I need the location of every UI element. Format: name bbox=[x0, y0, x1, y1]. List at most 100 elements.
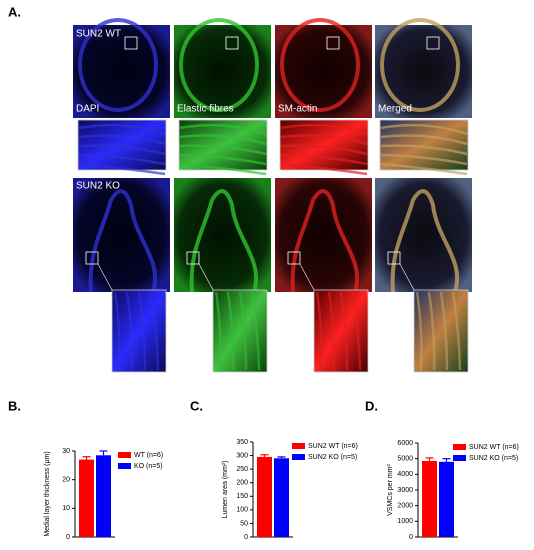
fibre bbox=[280, 162, 368, 176]
vessel-wall bbox=[380, 18, 460, 112]
fibre bbox=[78, 123, 166, 136]
image-label: SUN2 KO bbox=[76, 181, 120, 192]
fibre bbox=[179, 144, 267, 156]
roi-box bbox=[426, 36, 440, 50]
legend-swatch bbox=[292, 454, 305, 460]
legend-label: KO (n=5) bbox=[134, 463, 163, 470]
y-tick-label: 300 bbox=[236, 452, 248, 459]
micrographs bbox=[73, 18, 472, 373]
fibre bbox=[149, 291, 160, 371]
legend-swatch bbox=[292, 443, 305, 449]
zoom-line bbox=[299, 263, 315, 291]
legend-swatch bbox=[453, 444, 466, 450]
y-tick-label: 4000 bbox=[397, 471, 413, 478]
fibre bbox=[125, 291, 134, 371]
bar bbox=[274, 458, 289, 537]
y-tick-label: 3000 bbox=[397, 487, 413, 494]
legend-swatch bbox=[118, 463, 131, 469]
fibre bbox=[380, 134, 468, 146]
fibre bbox=[280, 144, 368, 156]
vessel-wall bbox=[179, 18, 259, 112]
image-label: Elastic fibres bbox=[177, 104, 234, 115]
y-tick-label: 2000 bbox=[397, 503, 413, 510]
y-axis-label: Medial layer thickness (µm) bbox=[44, 451, 51, 536]
fibre bbox=[226, 291, 235, 371]
fibre bbox=[280, 123, 368, 136]
fibre bbox=[78, 153, 166, 166]
fibre bbox=[179, 123, 267, 136]
fibre bbox=[250, 291, 261, 371]
legend-label: SUN2 KO (n=5) bbox=[308, 454, 357, 461]
y-axis-label: Lumen area (mm²) bbox=[222, 461, 229, 519]
fibre bbox=[415, 291, 423, 371]
fibre bbox=[78, 162, 166, 176]
panel-label: B. bbox=[8, 398, 21, 413]
y-tick-label: 6000 bbox=[397, 440, 413, 447]
y-tick-label: 50 bbox=[240, 520, 248, 527]
bar bbox=[79, 459, 94, 537]
y-tick-label: 30 bbox=[62, 448, 70, 455]
y-tick-label: 0 bbox=[409, 534, 413, 541]
zoom-line bbox=[399, 263, 415, 291]
y-axis-label: VSMCs per mm² bbox=[387, 463, 394, 515]
roi-box bbox=[287, 251, 301, 265]
fibre bbox=[78, 144, 166, 156]
image-label: SUN2 WT bbox=[76, 29, 121, 40]
fibre bbox=[78, 134, 166, 146]
zoom-line bbox=[198, 263, 214, 291]
vessel-wall bbox=[390, 189, 460, 293]
fibre bbox=[380, 123, 468, 136]
vessel-wall bbox=[88, 189, 158, 293]
fibre bbox=[280, 153, 368, 166]
y-tick-label: 10 bbox=[62, 505, 70, 512]
legend-swatch bbox=[118, 452, 131, 458]
vessel-wall bbox=[290, 189, 360, 293]
fibre bbox=[451, 291, 462, 371]
y-tick-label: 0 bbox=[244, 534, 248, 541]
panel-label: D. bbox=[365, 398, 378, 413]
y-tick-label: 5000 bbox=[397, 456, 413, 463]
fibre bbox=[137, 291, 147, 371]
legend-swatch bbox=[453, 455, 466, 461]
bar bbox=[257, 456, 272, 537]
fibre bbox=[351, 291, 362, 371]
fibre bbox=[280, 134, 368, 146]
image-label: Merged bbox=[378, 104, 412, 115]
bar bbox=[422, 461, 437, 537]
fibre bbox=[179, 134, 267, 146]
image-label: DAPI bbox=[76, 104, 99, 115]
y-tick-label: 350 bbox=[236, 439, 248, 446]
legend-label: WT (n=6) bbox=[134, 452, 163, 459]
vessel-wall bbox=[280, 18, 360, 112]
fibre bbox=[113, 291, 121, 371]
fibre bbox=[439, 291, 449, 371]
vessel-wall bbox=[189, 189, 259, 293]
zoom-line bbox=[97, 263, 113, 291]
fibre bbox=[238, 291, 248, 371]
roi-box bbox=[85, 251, 99, 265]
y-tick-label: 20 bbox=[62, 477, 70, 484]
fibre bbox=[179, 153, 267, 166]
y-tick-label: 0 bbox=[66, 534, 70, 541]
bar bbox=[96, 455, 111, 537]
roi-box bbox=[124, 36, 138, 50]
image-label: SM-actin bbox=[278, 104, 317, 115]
roi-box bbox=[387, 251, 401, 265]
y-tick-label: 150 bbox=[236, 493, 248, 500]
fibre bbox=[339, 291, 349, 371]
fibre bbox=[179, 162, 267, 176]
fibre bbox=[380, 162, 468, 176]
y-tick-label: 1000 bbox=[397, 518, 413, 525]
legend-label: SUN2 WT (n=6) bbox=[469, 444, 519, 451]
vessel-wall bbox=[78, 18, 158, 112]
fibre bbox=[214, 291, 222, 371]
roi-box bbox=[326, 36, 340, 50]
panel-label: A. bbox=[8, 4, 21, 19]
legend-label: SUN2 KO (n=5) bbox=[469, 455, 518, 462]
y-tick-label: 100 bbox=[236, 507, 248, 514]
y-tick-label: 200 bbox=[236, 480, 248, 487]
legend-label: SUN2 WT (n=6) bbox=[308, 443, 358, 450]
roi-box bbox=[186, 251, 200, 265]
bar bbox=[439, 461, 454, 537]
